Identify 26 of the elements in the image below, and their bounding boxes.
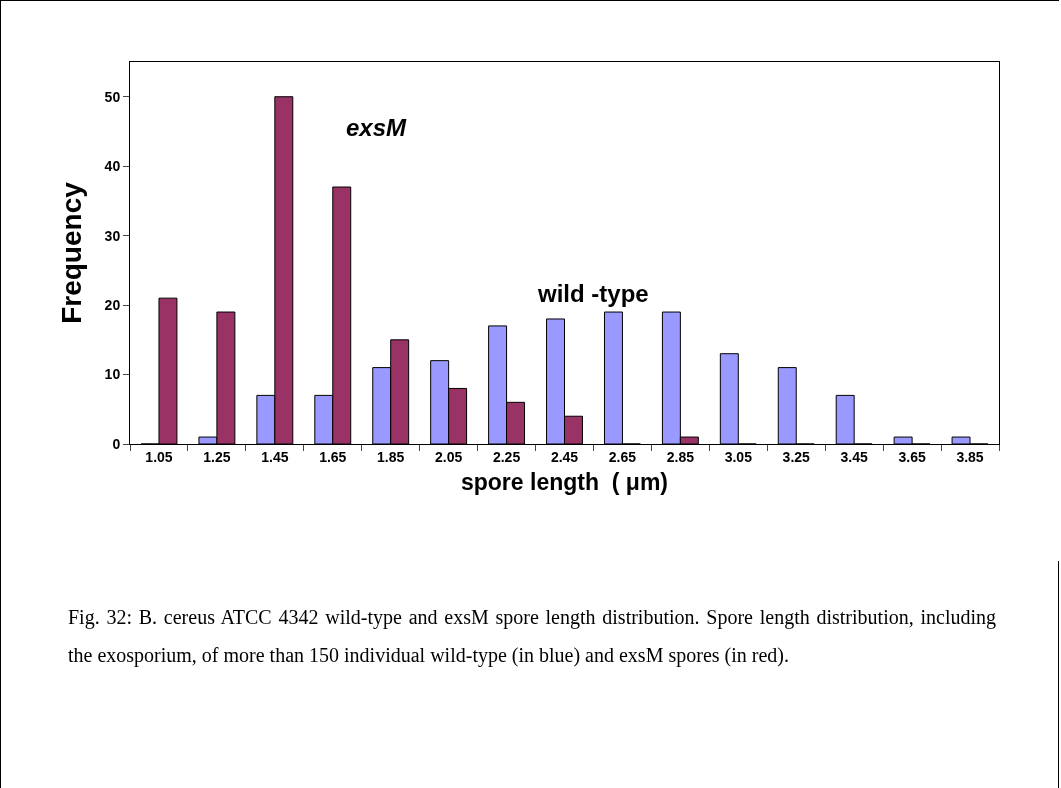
y-tick-label: 30 [104, 227, 121, 244]
x-tick-label: 1.85 [377, 448, 405, 465]
y-tick-label: 50 [104, 88, 121, 105]
x-tick-label: 3.25 [782, 448, 811, 465]
x-tick-label: 1.65 [319, 448, 347, 465]
y-tick-label: 0 [112, 435, 121, 452]
x-tick-label: 2.25 [492, 448, 521, 465]
x-tick-label: 2.45 [550, 448, 579, 465]
series-label: wild -type [537, 280, 649, 307]
x-tick-label: 3.05 [724, 448, 753, 465]
x-tick-label: 3.45 [840, 448, 869, 465]
x-tick-label: 1.25 [203, 448, 231, 465]
y-tick-label: 20 [104, 296, 121, 313]
x-tick-label: 2.65 [608, 448, 637, 465]
x-axis-title: spore length ( μm) [460, 469, 669, 496]
caption: Fig. 32: B. cereus ATCC 4342 wild-type and exsM spore length distribution. Spore length distribution, including the exosporium, of more than 150 individual wild-type (in blue) and exsM spores (in red). [68, 605, 996, 669]
y-axis-title: Frequency [56, 181, 88, 324]
x-tick-label: 2.05 [435, 448, 463, 465]
x-tick-label: 1.05 [145, 448, 173, 465]
y-tick-label: 10 [104, 366, 121, 383]
series-label: exsM [346, 114, 408, 141]
x-tick-label: 2.85 [666, 448, 695, 465]
x-tick-label: 3.85 [956, 448, 984, 465]
x-tick-label: 1.45 [261, 448, 289, 465]
x-tick-label: 3.65 [898, 448, 926, 465]
y-tick-label: 40 [104, 158, 121, 175]
